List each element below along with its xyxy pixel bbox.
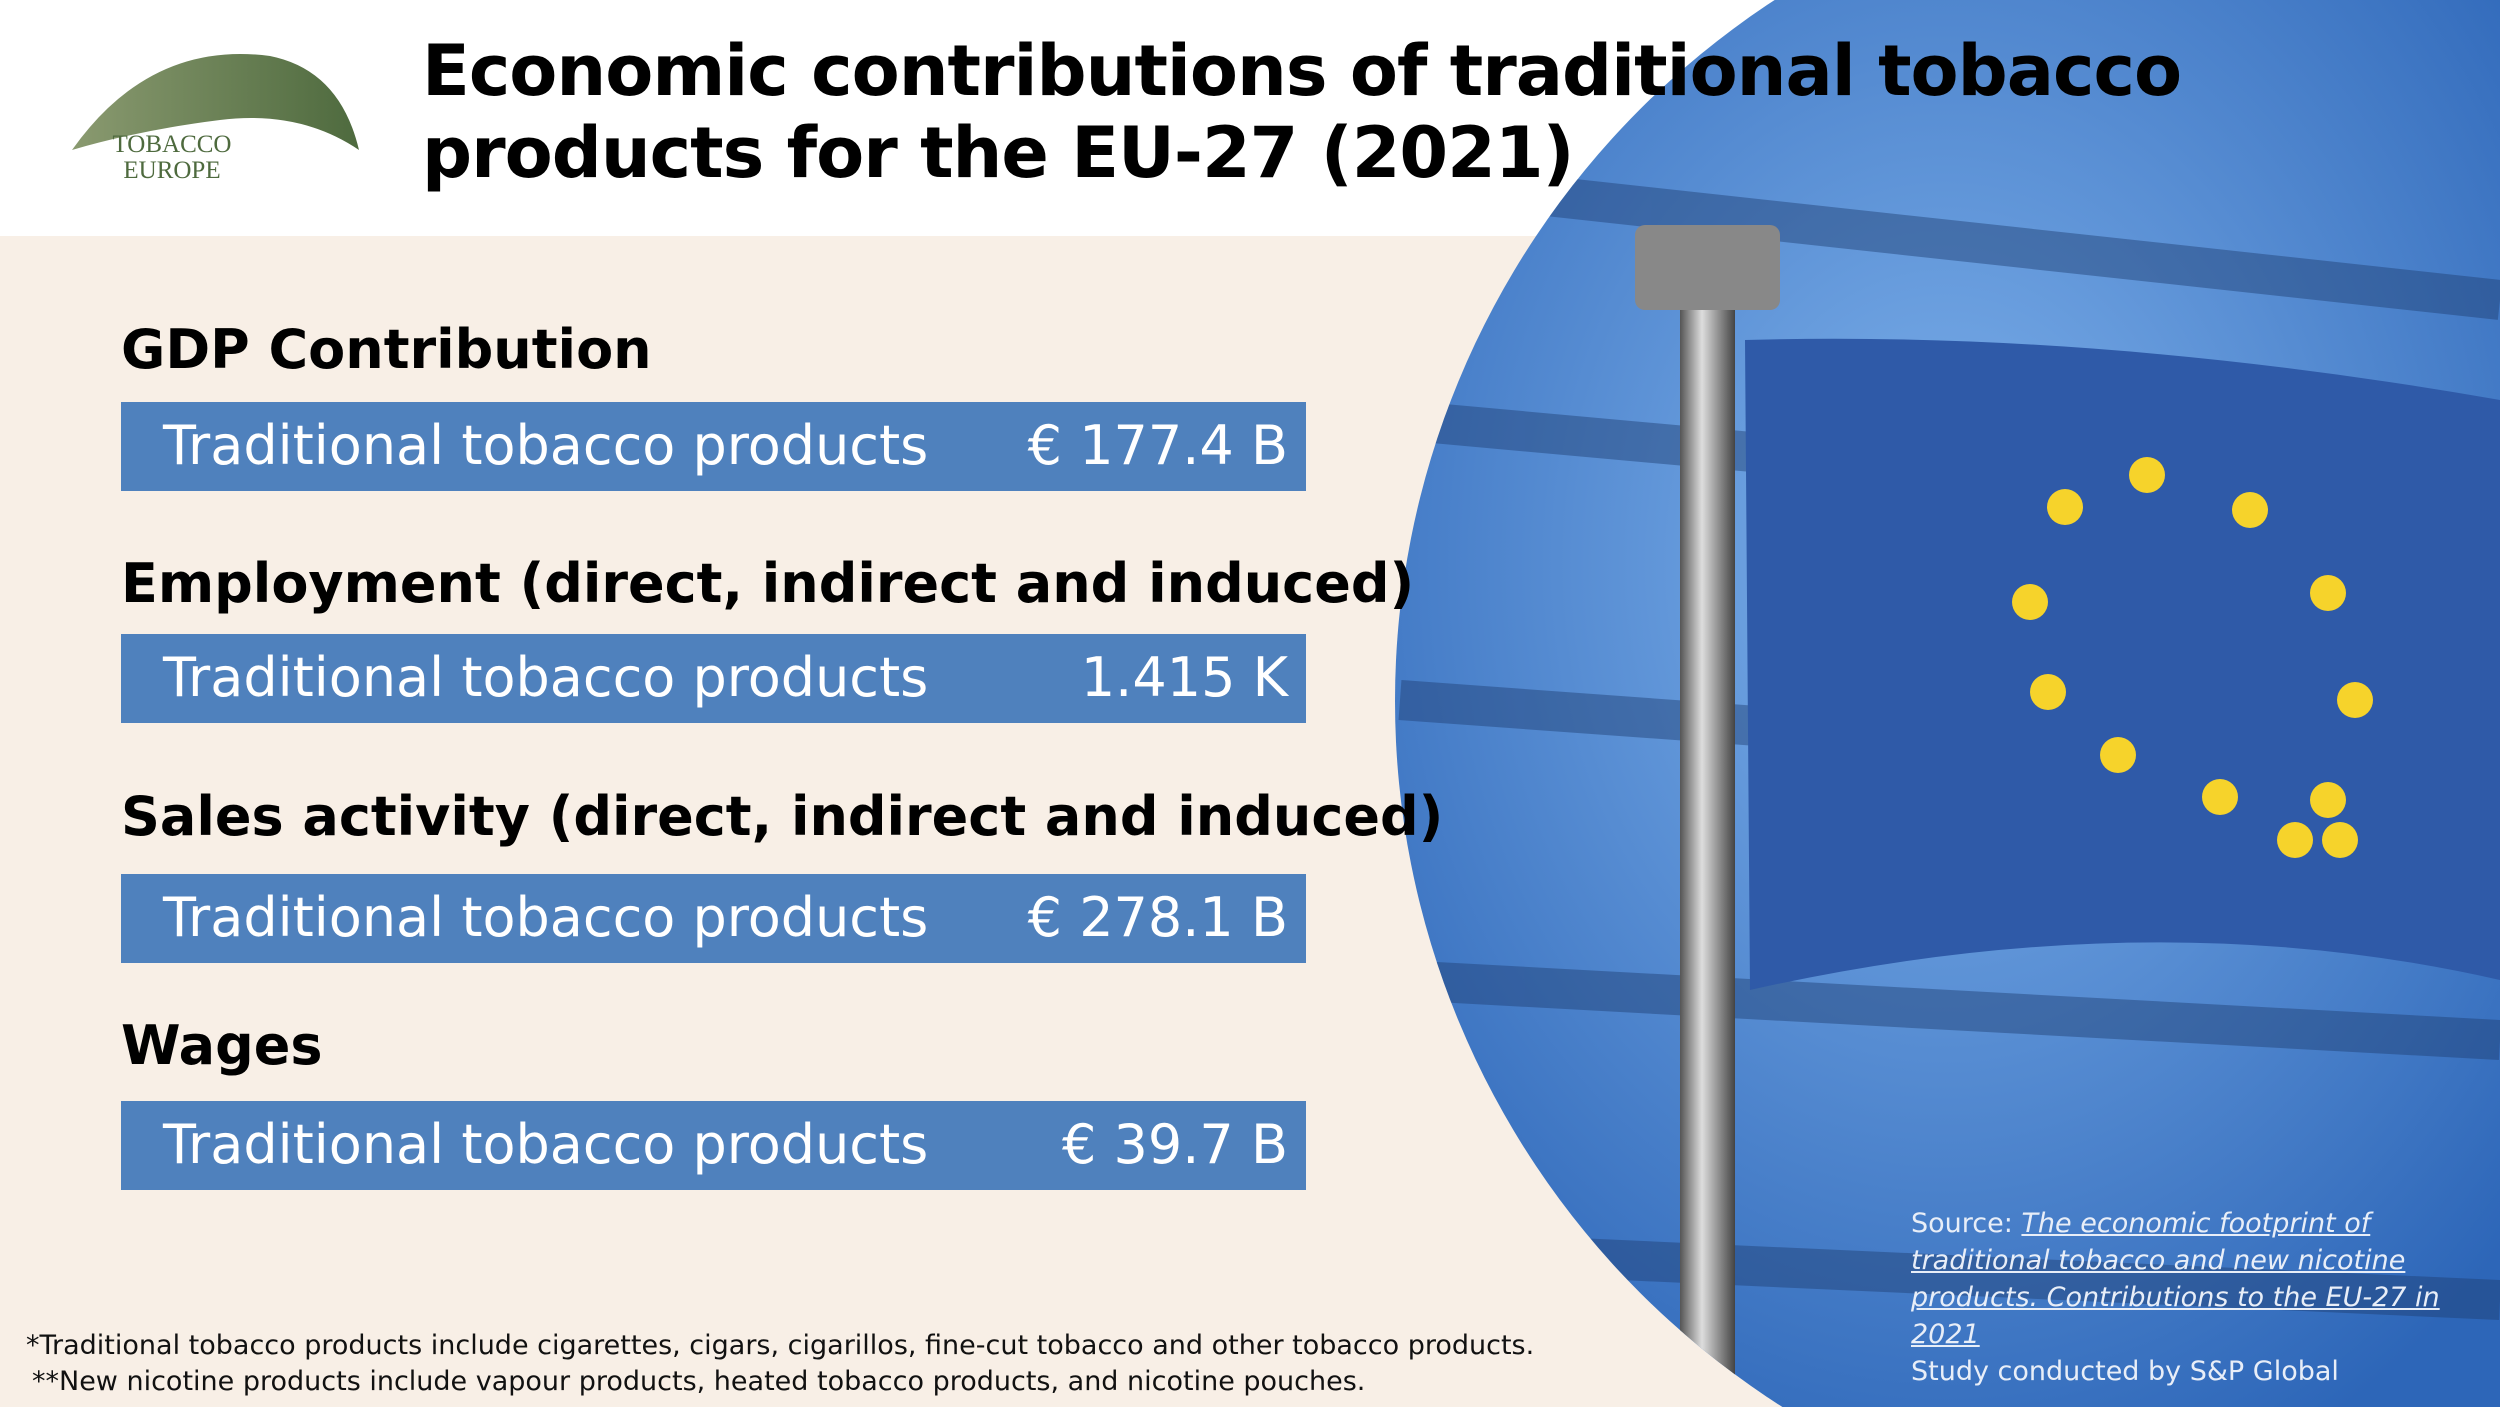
bar-value: € 39.7 B	[1062, 1113, 1288, 1176]
value-bar: Traditional tobacco products € 39.7 B	[121, 1101, 1306, 1190]
value-bar: Traditional tobacco products € 278.1 B	[121, 874, 1306, 963]
bar-value: € 177.4 B	[1027, 414, 1288, 477]
source-link[interactable]: The economic footprint of traditional to…	[1911, 1208, 2440, 1350]
section-heading: Wages	[121, 1014, 323, 1077]
logo-text: EUROPE	[123, 157, 220, 184]
value-bar: Traditional tobacco products 1.415 K	[121, 634, 1306, 723]
bar-label: Traditional tobacco products	[163, 646, 929, 709]
footnote: **New nicotine products include vapour p…	[32, 1366, 1366, 1397]
bar-value: € 278.1 B	[1027, 886, 1288, 949]
bar-value: 1.415 K	[1080, 646, 1288, 709]
source: Source: The economic footprint of tradit…	[1911, 1205, 2451, 1390]
footnote: *Traditional tobacco products include ci…	[26, 1330, 1535, 1361]
bar-label: Traditional tobacco products	[163, 1113, 929, 1176]
section-heading: GDP Contribution	[121, 318, 652, 381]
bar-label: Traditional tobacco products	[163, 886, 929, 949]
bar-label: Traditional tobacco products	[163, 414, 929, 477]
value-bar: Traditional tobacco products € 177.4 B	[121, 402, 1306, 491]
logo-text: TOBACCO	[112, 131, 231, 158]
photo	[1395, 0, 2500, 1407]
source-prefix: Source:	[1911, 1208, 2013, 1239]
section-heading: Employment (direct, indirect and induced…	[121, 552, 1415, 615]
title: Economic contributions of traditional to…	[422, 30, 2182, 194]
section-heading: Sales activity (direct, indirect and ind…	[121, 785, 1444, 848]
source-credit: Study conducted by S&P Global	[1911, 1356, 2339, 1387]
logo-leaf	[72, 53, 359, 150]
